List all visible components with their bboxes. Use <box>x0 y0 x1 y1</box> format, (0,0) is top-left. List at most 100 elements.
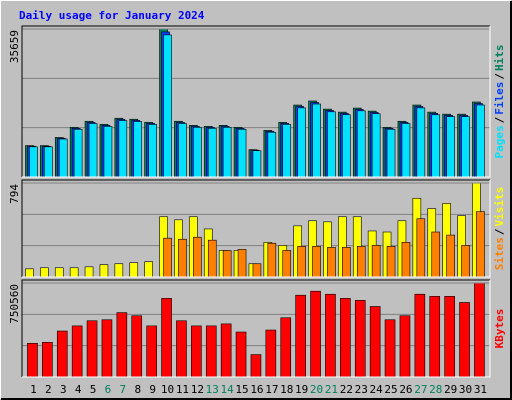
legend-entry: Sites <box>493 237 506 270</box>
y-tick-label: 35659 <box>8 30 21 63</box>
bar <box>431 231 441 278</box>
bar <box>205 325 217 378</box>
bar <box>416 107 426 178</box>
bar <box>282 250 292 278</box>
bar <box>476 211 485 278</box>
bar <box>114 263 124 278</box>
legend: KBytes <box>493 309 506 349</box>
bar <box>84 266 94 278</box>
bar <box>193 236 202 278</box>
x-tick-label: 9 <box>149 383 156 396</box>
x-tick-label: 17 <box>265 383 278 396</box>
bar <box>193 127 202 178</box>
bar <box>222 250 232 278</box>
bar <box>88 123 98 178</box>
panel-bevel-light <box>22 26 491 178</box>
bar <box>474 282 485 378</box>
bar <box>416 218 426 278</box>
x-tick-label: 24 <box>370 383 384 396</box>
legend: Pages/Files/Hits <box>493 45 506 159</box>
bar <box>461 116 470 178</box>
panel-bevel-dark <box>21 179 490 277</box>
legend-entry: Visits <box>493 187 506 227</box>
bar <box>69 267 79 278</box>
bar <box>163 34 172 178</box>
legend-entry: Files <box>493 82 506 115</box>
bar <box>207 239 217 278</box>
legend-entry: KBytes <box>493 309 506 349</box>
bar <box>29 146 38 178</box>
bar <box>267 242 277 278</box>
bar <box>237 249 247 278</box>
x-tick-label: 23 <box>355 383 368 396</box>
bar <box>461 245 470 278</box>
bar <box>414 293 426 378</box>
bar <box>163 237 172 278</box>
bar <box>54 267 64 278</box>
x-tick-label: 30 <box>459 383 472 396</box>
x-tick-label: 8 <box>134 383 141 396</box>
bar <box>401 123 411 178</box>
bar <box>148 124 157 178</box>
bar <box>252 263 262 278</box>
x-tick-label: 18 <box>280 383 293 396</box>
bar <box>399 315 411 378</box>
bar <box>71 325 83 378</box>
x-tick-label: 26 <box>399 383 412 396</box>
x-tick-label: 31 <box>474 383 487 396</box>
bar <box>356 246 366 278</box>
x-tick-label: 7 <box>120 383 127 396</box>
x-tick-label: 25 <box>384 383 397 396</box>
panel-bevel-dark <box>21 279 490 377</box>
bar <box>252 150 262 178</box>
bar <box>131 315 143 378</box>
legend-entry: Hits <box>493 45 506 72</box>
bar <box>99 264 109 278</box>
bar <box>265 329 277 378</box>
bar <box>116 312 128 378</box>
bar <box>176 320 187 378</box>
legend-separator: / <box>493 228 506 235</box>
bar <box>267 131 277 178</box>
panel <box>22 180 490 277</box>
panel-bevel-light <box>22 180 491 278</box>
bar <box>25 268 34 278</box>
x-tick-label: 16 <box>250 383 263 396</box>
panel-bevel-light <box>22 280 491 378</box>
bar <box>295 294 306 378</box>
bar <box>178 123 187 178</box>
x-tick-label: 11 <box>176 383 189 396</box>
bar <box>384 319 396 378</box>
bar <box>56 330 68 378</box>
legend: Sites /Visits <box>493 187 506 271</box>
panel-bevel-dark <box>21 25 490 177</box>
bar <box>58 138 68 178</box>
bar <box>101 319 113 378</box>
bar <box>429 296 441 378</box>
bar <box>444 296 455 378</box>
x-tick-label: 15 <box>235 383 248 396</box>
x-tick-label: 10 <box>161 383 174 396</box>
bar <box>235 331 247 378</box>
bar <box>191 325 202 378</box>
x-tick-label: 12 <box>191 383 204 396</box>
bar <box>280 317 292 378</box>
bar <box>133 121 143 178</box>
bar <box>459 302 470 378</box>
bar <box>118 120 128 178</box>
bar <box>103 126 113 178</box>
bar <box>325 293 336 378</box>
legend-separator: / <box>493 73 506 80</box>
x-tick-label: 19 <box>295 383 308 396</box>
x-tick-label: 27 <box>414 383 427 396</box>
x-tick-label: 6 <box>105 383 112 396</box>
bar <box>342 247 351 278</box>
bar <box>144 261 153 278</box>
x-tick-label: 14 <box>221 383 235 396</box>
bar <box>354 300 366 378</box>
bar <box>356 110 366 178</box>
bar <box>129 262 139 278</box>
bar <box>371 245 381 278</box>
bar <box>42 342 53 378</box>
